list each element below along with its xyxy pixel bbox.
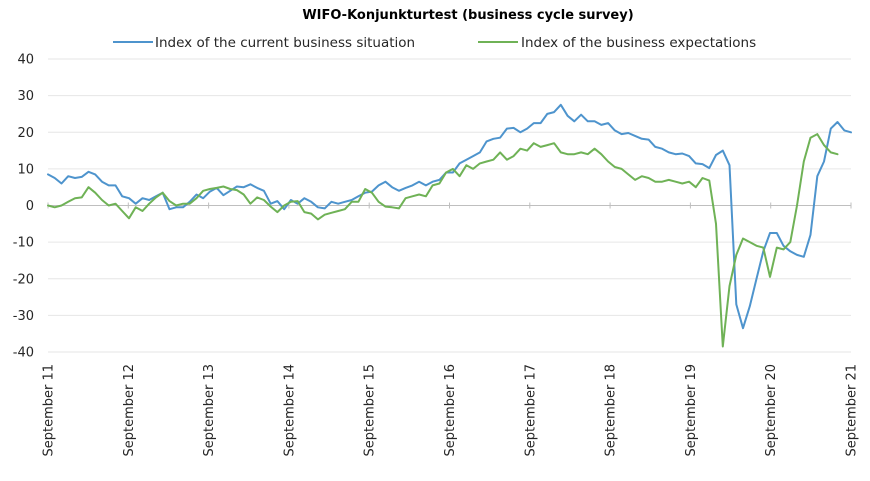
x-axis: September 11 September 12 September 13 Sept… xyxy=(42,202,860,457)
chart-title: WIFO-Konjunkturtest (business cycle surv… xyxy=(302,8,633,23)
y-tick-label: 20 xyxy=(17,126,34,141)
series-line-current-situation xyxy=(47,103,852,330)
series-line-business-expectations xyxy=(47,133,839,348)
y-tick-label: -30 xyxy=(13,309,34,324)
y-tick-label: 0 xyxy=(26,199,34,214)
y-tick-label: 40 xyxy=(17,53,34,68)
x-tick-label: September 16 xyxy=(443,364,458,457)
x-tick-label: September 15 xyxy=(363,364,378,457)
x-tick-label: September 20 xyxy=(764,364,779,457)
x-tick-label: September 14 xyxy=(282,364,297,457)
y-tick-label: -20 xyxy=(13,272,34,287)
legend-label-current: Index of the current business situation xyxy=(155,35,415,51)
x-tick-label: September 19 xyxy=(684,364,699,457)
legend-label-expectations: Index of the business expectations xyxy=(521,35,756,51)
y-tick-label: 10 xyxy=(17,162,34,177)
x-tick-label: September 13 xyxy=(202,364,217,457)
x-tick-label: September 21 xyxy=(845,364,860,457)
y-tick-label: -10 xyxy=(13,236,34,251)
y-tick-label: 30 xyxy=(17,89,34,104)
x-tick-label: September 12 xyxy=(122,364,137,457)
gridlines xyxy=(48,58,851,353)
x-tick-label: September 11 xyxy=(42,364,57,457)
plot-area xyxy=(47,103,852,348)
y-axis: -40 -30 -20 -10 0 10 20 30 40 xyxy=(13,53,34,361)
legend: Index of the current business situation … xyxy=(113,35,756,51)
x-tick-label: September 17 xyxy=(523,364,538,457)
y-tick-label: -40 xyxy=(13,346,34,361)
x-tick-label: September 18 xyxy=(604,364,619,457)
